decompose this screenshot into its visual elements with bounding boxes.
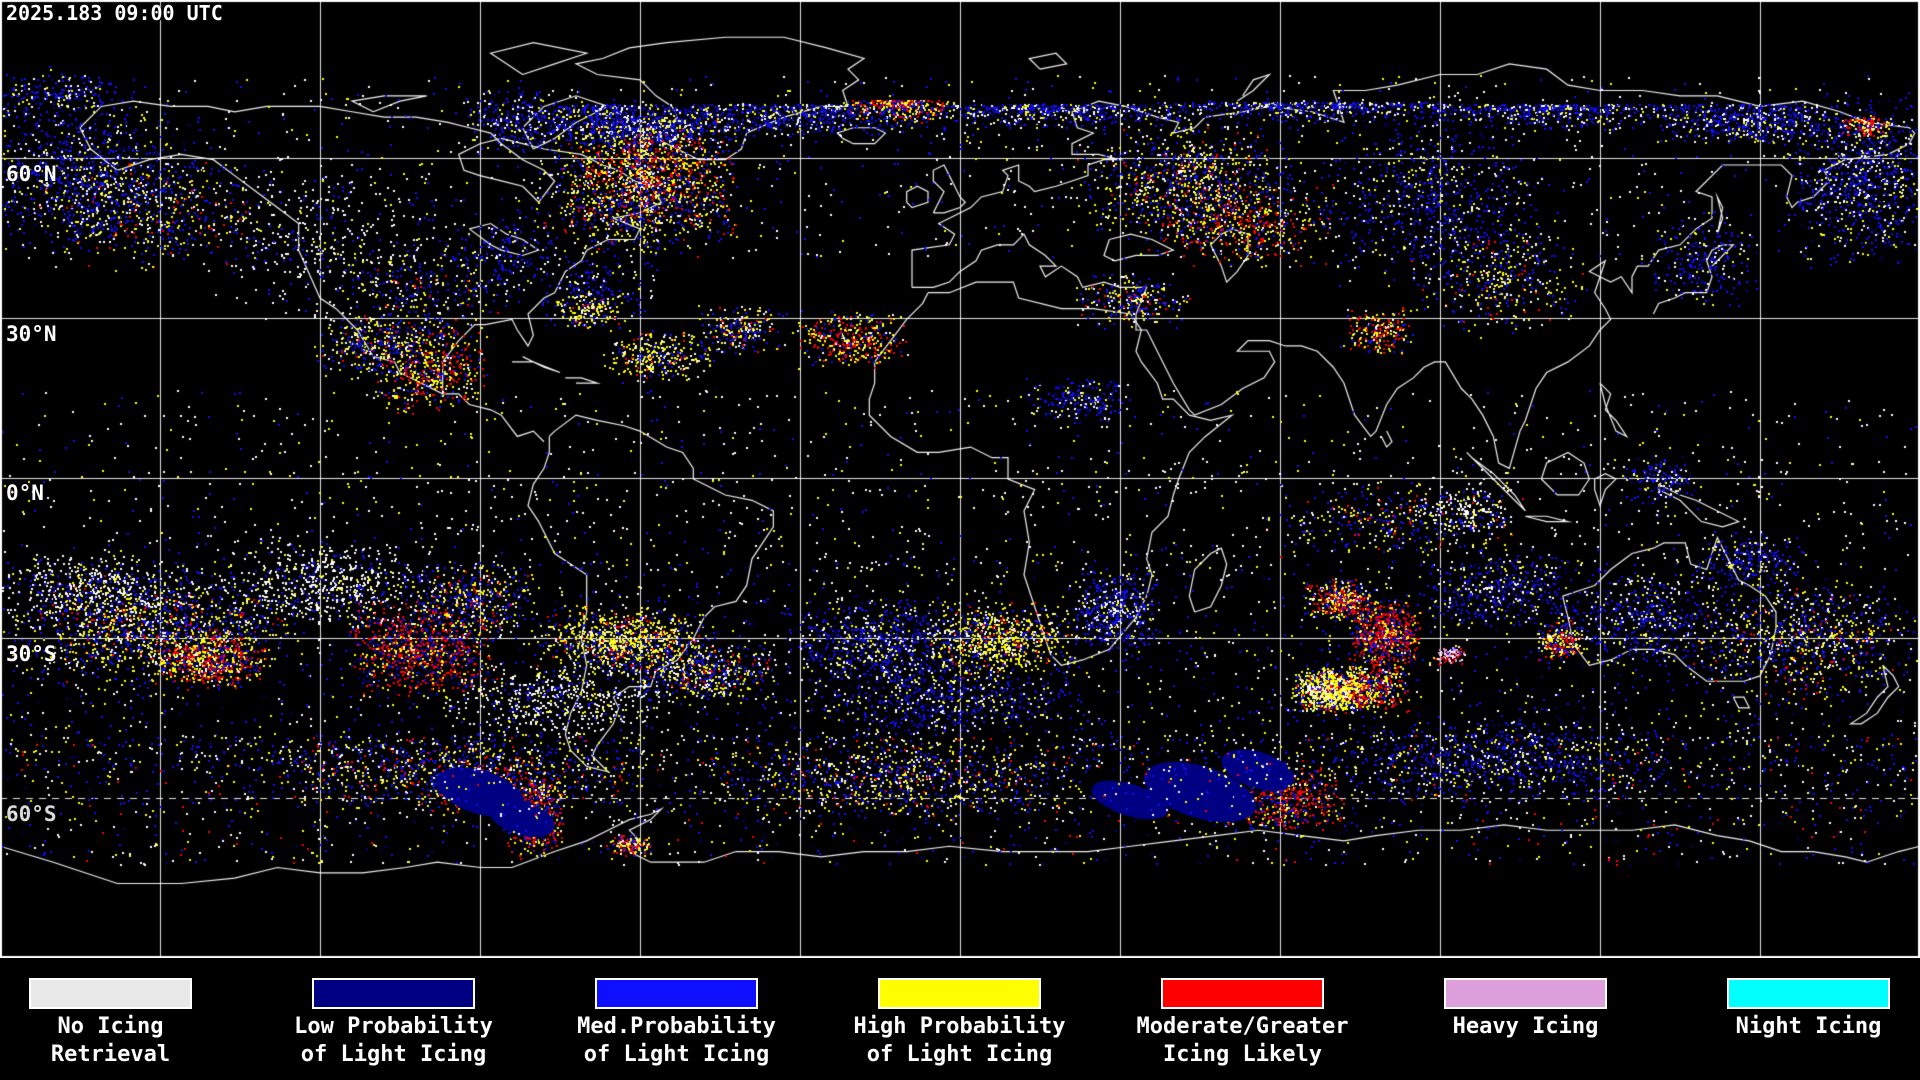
legend-label-line2: of Light Icing	[583, 1042, 770, 1067]
lat-label-30n: 30°N	[6, 322, 57, 346]
legend-label-line1: Night Icing	[1735, 1014, 1882, 1039]
no-icing-swatch	[29, 978, 192, 1009]
legend-item-moderate: Moderate/Greater Icing Likely	[1101, 958, 1384, 1069]
icing-data-map-canvas	[0, 0, 1920, 958]
heavy-icing-swatch	[1444, 978, 1607, 1009]
low-prob-swatch	[312, 978, 475, 1009]
legend-item-no-icing: No Icing Retrieval	[0, 958, 252, 1069]
legend-label-line2: of Light Icing	[300, 1042, 487, 1067]
legend-label-line1: Med.Probability	[577, 1014, 776, 1039]
lat-label-60n: 60°N	[6, 162, 57, 186]
lat-label-60s: 60°S	[6, 802, 57, 826]
world-map: 2025.183 09:00 UTC 60°N 30°N 0°N 30°S 60…	[0, 0, 1920, 958]
legend-label-line2: Retrieval	[50, 1042, 171, 1067]
med-prob-swatch	[595, 978, 758, 1009]
timestamp-label: 2025.183 09:00 UTC	[6, 1, 223, 25]
moderate-swatch	[1161, 978, 1324, 1009]
legend-label-line1: Low Probability	[294, 1014, 493, 1039]
legend-label-line1: Heavy Icing	[1452, 1014, 1599, 1039]
legend-item-low-prob: Low Probability of Light Icing	[252, 958, 535, 1069]
legend-label-line2: of Light Icing	[866, 1042, 1053, 1067]
lat-label-0n: 0°N	[6, 481, 44, 505]
legend: No Icing Retrieval Low Probability of Li…	[0, 958, 1920, 1080]
high-prob-swatch	[878, 978, 1041, 1009]
legend-item-night: Night Icing	[1667, 958, 1920, 1041]
night-icing-swatch	[1727, 978, 1890, 1009]
legend-item-heavy: Heavy Icing	[1384, 958, 1667, 1041]
legend-item-high-prob: High Probability of Light Icing	[818, 958, 1101, 1069]
legend-label-line1: No Icing	[57, 1014, 164, 1039]
lat-label-30s: 30°S	[6, 642, 57, 666]
legend-label-line1: Moderate/Greater	[1136, 1014, 1349, 1039]
legend-label-line2: Icing Likely	[1163, 1042, 1322, 1067]
legend-label-line1: High Probability	[853, 1014, 1066, 1039]
legend-item-med-prob: Med.Probability of Light Icing	[535, 958, 818, 1069]
